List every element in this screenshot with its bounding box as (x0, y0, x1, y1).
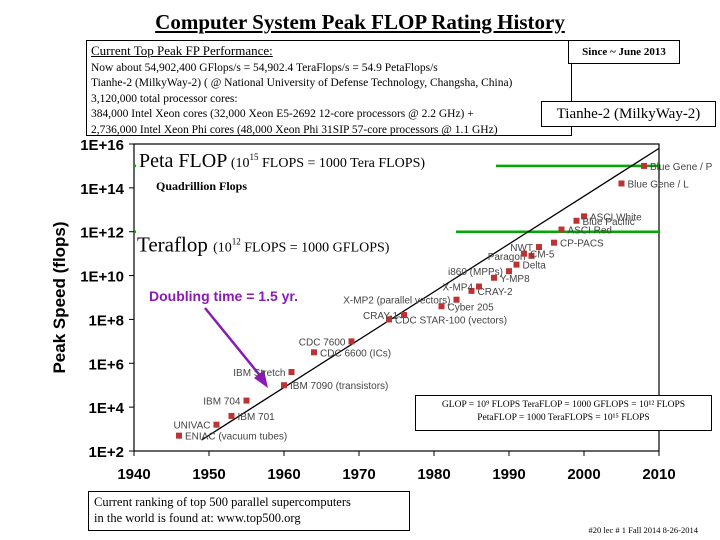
doubling-arrow-head (254, 370, 268, 388)
y-tick-label: 1E+2 (89, 444, 124, 461)
data-point-label: CRAY-2 (478, 287, 513, 298)
unit-definition-line: PetaFLOP = 1000 TeraFLOPS = 10¹⁵ FLOPS (477, 413, 650, 423)
data-point-label: ASCI Red (568, 226, 612, 237)
data-point-label: Paragon (488, 252, 526, 263)
data-point (513, 261, 520, 268)
data-point-label: IBM 704 (203, 397, 241, 408)
data-point-label: CRAY-1 (363, 311, 398, 322)
quadrillion-label: Quadrillion Flops (156, 179, 247, 193)
info-line: 2,736,000 Intel Xeon Phi cores (48,000 X… (91, 123, 498, 136)
doubling-arrow-line (204, 307, 263, 379)
data-point (528, 252, 535, 259)
data-point (386, 316, 392, 323)
plot-frame (133, 143, 660, 452)
data-point-label: Y-MP8 (500, 274, 530, 285)
x-tick-label: 1980 (417, 466, 450, 483)
y-tick-label: 1E+6 (89, 356, 124, 373)
data-point (573, 217, 580, 224)
data-point (228, 412, 235, 419)
doubling-time-label: Doubling time = 1.5 yr. (149, 288, 298, 304)
unit-definitions-box: GLOP = 10⁹ FLOPS TeraFLOP = 1000 GFLOPS … (415, 395, 712, 431)
data-point (281, 382, 287, 389)
data-point-label: Blue Pacific (583, 217, 635, 228)
top500-note-box: Current ranking of top 500 parallel supe… (88, 491, 410, 531)
y-tick-label: 1E+8 (89, 312, 124, 329)
data-point-label: X-MP4 (442, 283, 473, 294)
data-point (641, 162, 647, 169)
data-point-label: ENIAC (vacuum tubes) (185, 432, 287, 443)
data-point (288, 369, 295, 376)
data-point-label: CDC STAR-100 (vectors) (395, 315, 507, 326)
data-point-label: IBM 701 (238, 412, 276, 423)
data-point (468, 287, 475, 294)
info-heading: Current Top Peak FP Performance: (91, 43, 273, 58)
data-point (491, 274, 497, 281)
top500-note-line: in the world is found at: www.top500.org (94, 511, 301, 525)
data-point-label: UNIVAC (173, 421, 210, 432)
data-point (176, 432, 182, 439)
data-point-label: X-MP2 (parallel vectors) (343, 296, 450, 307)
data-point-label: Blue Gene / L (628, 179, 690, 190)
data-point (618, 180, 625, 187)
tera-label-bg (136, 226, 456, 257)
info-line: 3,120,000 total processor cores: (91, 92, 238, 105)
data-point (506, 268, 512, 275)
data-point-label: CM-5 (530, 250, 555, 261)
data-point-label: Cyber 205 (448, 302, 495, 313)
data-point (213, 421, 220, 428)
data-point (311, 349, 317, 356)
plot-area: 1940 1950 1960 1970 1980 1990 2000 2010 1E+2 1E+4… (50, 137, 713, 483)
data-point-label: CDC 7600 (299, 337, 346, 348)
data-point-label: Blue Gene / P (650, 162, 713, 173)
data-point-label: Delta (523, 261, 547, 272)
y-tick-label: 1E+12 (80, 225, 124, 242)
data-point (521, 250, 527, 257)
info-line: 384,000 Intel Xeon cores (32,000 Xeon E5… (91, 108, 474, 120)
data-point (401, 312, 407, 319)
y-tick-label: 1E+10 (80, 269, 124, 286)
x-tick-label: 1990 (492, 466, 525, 483)
data-point-label: IBM 7090 (transistors) (290, 381, 388, 392)
data-point-label: CDC 6600 (ICs) (320, 348, 391, 359)
info-line: Now about 54,902,400 GFlops/s = 54,902.4… (91, 61, 438, 74)
info-line: Tianhe-2 (MilkyWay-2) ( @ National Unive… (91, 77, 513, 89)
peta-label: Peta FLOP (1015 FLOPS = 1000 Tera FLOPS) (139, 150, 425, 172)
x-tick-label: 2000 (567, 466, 600, 483)
data-point (558, 226, 565, 233)
x-tick-label: 1940 (117, 466, 150, 483)
data-point-label: ASCI White (590, 212, 642, 223)
x-tick-label: 1970 (342, 466, 375, 483)
data-point-label: NWT (510, 243, 533, 254)
data-point (476, 283, 482, 290)
page-title: Computer System Peak FLOP Rating History (155, 10, 565, 34)
data-point (438, 303, 445, 310)
current-top-performance-box: Current Top Peak FP Performance: Now abo… (86, 40, 572, 136)
data-point (348, 338, 355, 345)
data-point (581, 213, 587, 220)
data-point (453, 296, 460, 303)
data-point (551, 239, 557, 246)
data-point-label: CP-PACS (560, 239, 604, 250)
x-tick-label: 1960 (267, 466, 300, 483)
data-point (243, 397, 250, 404)
since-label: Since ~ June 2013 (568, 40, 680, 64)
trend-line (201, 147, 660, 441)
y-tick-label: 1E+4 (89, 400, 125, 417)
data-point-label: i860 (MPPs) (448, 267, 503, 278)
tianhe-label: Tianhe-2 (MilkyWay-2) (541, 101, 716, 127)
x-tick-label: 1950 (192, 466, 225, 483)
y-axis-label: Peak Speed (flops) (50, 221, 69, 373)
peta-label-bg (136, 147, 496, 172)
data-point-label: IBM Stretch (233, 368, 285, 379)
data-point (536, 244, 542, 251)
tera-label: Teraflop (1012 FLOPS = 1000 GFLOPS) (137, 233, 390, 257)
slide-footer: #20 lec # 1 Fall 2014 8-26-2014 (588, 525, 698, 535)
x-tick-label: 2010 (642, 466, 675, 483)
y-tick-label: 1E+14 (80, 181, 124, 198)
top500-note-line: Current ranking of top 500 parallel supe… (94, 495, 351, 509)
y-tick-label: 1E+16 (80, 137, 124, 154)
unit-definition-line: GLOP = 10⁹ FLOPS TeraFLOP = 1000 GFLOPS … (441, 400, 686, 410)
